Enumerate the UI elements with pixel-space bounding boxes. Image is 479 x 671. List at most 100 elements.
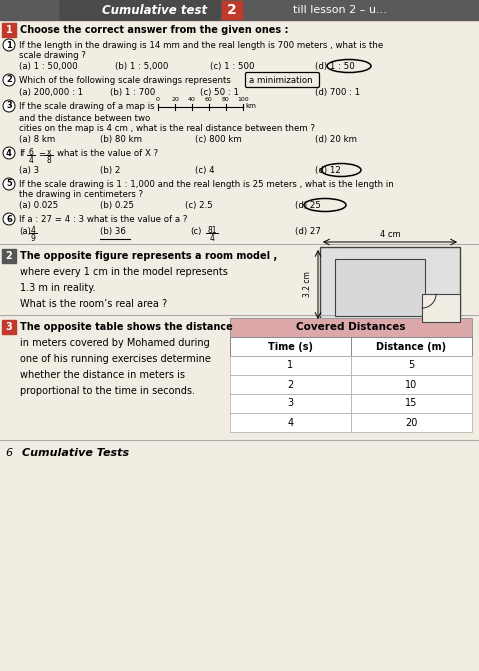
Text: 80: 80 — [222, 97, 230, 102]
Text: 81: 81 — [207, 226, 217, 235]
Text: proportional to the time in seconds.: proportional to the time in seconds. — [20, 386, 195, 396]
Text: (d) 1 : 50: (d) 1 : 50 — [315, 62, 355, 71]
Text: 20: 20 — [171, 97, 179, 102]
Text: =: = — [38, 150, 45, 159]
Text: km: km — [245, 103, 256, 109]
Text: 10: 10 — [405, 380, 418, 389]
Bar — [222, 1, 242, 19]
Text: x: x — [47, 148, 51, 157]
Bar — [320, 247, 460, 322]
Text: (d) 20 km: (d) 20 km — [315, 135, 357, 144]
Bar — [230, 375, 351, 394]
Text: Covered Distances: Covered Distances — [296, 323, 406, 333]
Text: scale drawing ?: scale drawing ? — [19, 51, 86, 60]
Text: (c) 1 : 500: (c) 1 : 500 — [210, 62, 254, 71]
Text: If: If — [19, 149, 24, 158]
Text: 2: 2 — [227, 3, 237, 17]
Bar — [351, 356, 472, 375]
Text: Cumulative test: Cumulative test — [103, 3, 207, 17]
Bar — [230, 356, 351, 375]
Text: 1.3 m in reality.: 1.3 m in reality. — [20, 283, 96, 293]
Text: (a) 200,000 : 1: (a) 200,000 : 1 — [19, 88, 83, 97]
Text: (c) 4: (c) 4 — [195, 166, 215, 175]
Text: 4: 4 — [287, 417, 294, 427]
Circle shape — [3, 100, 15, 112]
Text: What is the room’s real area ?: What is the room’s real area ? — [20, 299, 167, 309]
Bar — [422, 294, 460, 322]
Text: 0: 0 — [156, 97, 160, 102]
Text: The opposite table shows the distance: The opposite table shows the distance — [20, 322, 233, 332]
Text: (b) 1 : 700: (b) 1 : 700 — [110, 88, 155, 97]
Text: 8: 8 — [46, 156, 51, 165]
Text: till lesson 2 – u...: till lesson 2 – u... — [293, 5, 387, 15]
Text: If a : 27 = 4 : 3 what is the value of a ?: If a : 27 = 4 : 3 what is the value of a… — [19, 215, 187, 224]
Text: one of his running exercises determine: one of his running exercises determine — [20, 354, 211, 364]
Text: (a) 3: (a) 3 — [19, 166, 39, 175]
Bar — [230, 394, 351, 413]
Text: (c): (c) — [190, 227, 201, 236]
Text: 6: 6 — [6, 215, 12, 223]
Bar — [230, 413, 351, 432]
Text: 20: 20 — [405, 417, 418, 427]
Text: what is the value of X ?: what is the value of X ? — [57, 149, 158, 158]
Text: (a) 1 : 50,000: (a) 1 : 50,000 — [19, 62, 78, 71]
Bar — [0, 0, 479, 20]
Text: (d) 27: (d) 27 — [295, 227, 321, 236]
Circle shape — [3, 147, 15, 159]
Bar — [351, 413, 472, 432]
Text: If the scale drawing of a map is: If the scale drawing of a map is — [19, 102, 155, 111]
Text: (d) 12: (d) 12 — [315, 166, 341, 175]
Text: (b) 80 km: (b) 80 km — [100, 135, 142, 144]
Text: 3: 3 — [6, 101, 12, 111]
Bar — [2, 320, 16, 334]
Circle shape — [3, 213, 15, 225]
Circle shape — [3, 74, 15, 86]
Text: 1: 1 — [6, 25, 12, 35]
Text: 4: 4 — [31, 226, 35, 235]
Text: 15: 15 — [405, 399, 418, 409]
Text: the drawing in centimeters ?: the drawing in centimeters ? — [19, 190, 143, 199]
FancyBboxPatch shape — [60, 0, 220, 20]
Text: 2: 2 — [287, 380, 294, 389]
Text: (b) 2: (b) 2 — [100, 166, 120, 175]
Text: (b) 1 : 5,000: (b) 1 : 5,000 — [115, 62, 169, 71]
Text: (a) 0.025: (a) 0.025 — [19, 201, 58, 210]
Text: (c) 2.5: (c) 2.5 — [185, 201, 213, 210]
Text: 6: 6 — [5, 448, 12, 458]
Text: 1: 1 — [287, 360, 294, 370]
Text: 4: 4 — [209, 234, 215, 243]
Text: (a): (a) — [19, 227, 31, 236]
Text: Cumulative Tests: Cumulative Tests — [22, 448, 129, 458]
Text: Which of the following scale drawings represents: Which of the following scale drawings re… — [19, 76, 231, 85]
Text: (c) 800 km: (c) 800 km — [195, 135, 242, 144]
Text: in meters covered by Mohamed during: in meters covered by Mohamed during — [20, 338, 210, 348]
Bar — [2, 249, 16, 263]
Bar — [230, 318, 472, 337]
Text: (d) 700 : 1: (d) 700 : 1 — [315, 88, 360, 97]
Text: 60: 60 — [205, 97, 213, 102]
Bar — [351, 394, 472, 413]
Text: (d) 25: (d) 25 — [295, 201, 321, 210]
Text: Choose the correct answer from the given ones :: Choose the correct answer from the given… — [20, 25, 288, 35]
Text: Distance (m): Distance (m) — [376, 342, 446, 352]
Text: where every 1 cm in the model represents: where every 1 cm in the model represents — [20, 267, 228, 277]
Text: If the length in the drawing is 14 mm and the real length is 700 meters , what i: If the length in the drawing is 14 mm an… — [19, 41, 383, 50]
Bar — [351, 337, 472, 356]
Text: 3: 3 — [287, 399, 294, 409]
Text: a minimization: a minimization — [249, 76, 313, 85]
Text: 5: 5 — [6, 180, 12, 189]
Text: 6: 6 — [29, 148, 34, 157]
Bar — [335, 259, 425, 316]
Text: (b) 36: (b) 36 — [100, 227, 126, 236]
Text: and the distance between two: and the distance between two — [19, 114, 150, 123]
Text: 100: 100 — [237, 97, 249, 102]
Text: 9: 9 — [31, 234, 35, 243]
Text: (a) 8 km: (a) 8 km — [19, 135, 55, 144]
Text: 5: 5 — [409, 360, 415, 370]
Text: 4: 4 — [6, 148, 12, 158]
Text: whether the distance in meters is: whether the distance in meters is — [20, 370, 185, 380]
Text: 3.2 cm: 3.2 cm — [304, 272, 312, 297]
Circle shape — [3, 178, 15, 190]
Text: cities on the map is 4 cm , what is the real distance between them ?: cities on the map is 4 cm , what is the … — [19, 124, 315, 133]
Text: (b) 0.25: (b) 0.25 — [100, 201, 134, 210]
